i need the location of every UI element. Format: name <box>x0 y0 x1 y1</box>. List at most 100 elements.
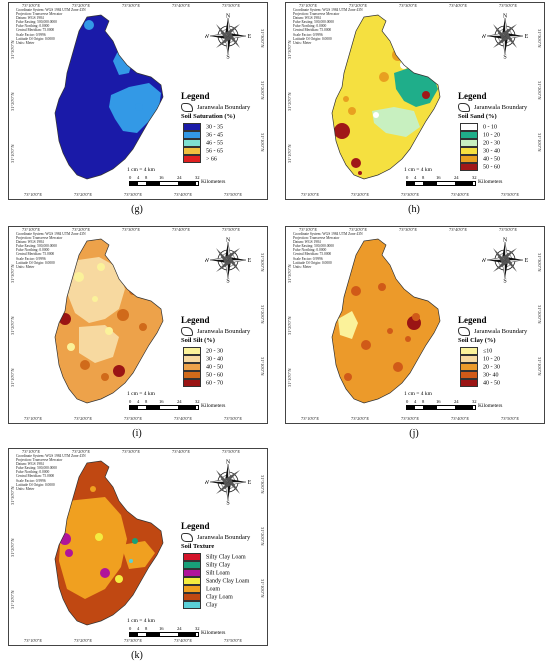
latitude-tick-label: 31°10'0"N <box>537 133 542 152</box>
scale-tick-label: 32 <box>472 175 477 180</box>
legend-item: 20 - 30 <box>460 363 500 371</box>
legend-boundary-entry: Jaranwala Boundary <box>181 533 250 542</box>
scale-tick-label: 16 <box>159 175 164 180</box>
longitude-tick-label: 73°30'0"E <box>399 226 417 232</box>
latitude-tick-label: 31°10'0"N <box>537 357 542 376</box>
projection-info-line: Latitude Of Origin: 0.0000 <box>16 260 55 265</box>
scale-tick-label: 16 <box>436 175 441 180</box>
longitude-tick-label: 73°40'0"E <box>449 2 467 8</box>
legend-item: > 66 <box>183 155 217 163</box>
projection-info-line: False Easting: 500,000.0000 <box>16 244 57 249</box>
scale-ratio: 1 cm = 4 km <box>127 618 155 624</box>
longitude-tick-label: 73°30'0"E <box>122 2 140 8</box>
projection-info-line: Projection: Transverse Mercator <box>293 12 340 17</box>
compass-n-label: N <box>503 238 508 244</box>
map-panel-h: Coordinate System: WGS 1984 UTM Zone 43N… <box>282 2 547 222</box>
projection-info-line: Latitude Of Origin: 0.0000 <box>293 260 332 265</box>
scale-tick-label: 0 <box>406 399 409 404</box>
legend-swatch <box>460 163 478 171</box>
longitude-tick-label: 73°20'0"E <box>351 192 369 197</box>
legend-item: 50 - 60 <box>183 371 223 379</box>
legend-swatch <box>183 561 201 569</box>
map-zone <box>113 365 125 377</box>
longitude-tick-label: 73°50'0"E <box>499 2 517 8</box>
legend-item-label: Clay Loam <box>206 594 233 601</box>
compass-w-label: W <box>205 480 210 486</box>
legend-boundary-label: Jaranwala Boundary <box>474 327 528 335</box>
scale-bar-segment <box>160 633 178 636</box>
legend-item-label: 40 - 50 <box>206 364 223 371</box>
legend-swatch <box>183 601 201 609</box>
boundary-icon <box>458 103 470 112</box>
compass-s-label: S <box>503 55 506 60</box>
projection-info-line: Datum: WGS 1984 <box>16 240 44 245</box>
legend-item: 30 - 35 <box>183 123 223 131</box>
legend-item: 0 - 10 <box>460 123 497 131</box>
longitude-tick-label: 73°20'0"E <box>349 226 367 232</box>
projection-info-line: Central Meridian: 75.0000 <box>16 252 55 257</box>
legend-item-label: 50 - 60 <box>206 372 223 379</box>
map-frame: Coordinate System: WGS 1984 UTM Zone 43N… <box>8 2 268 200</box>
district-map <box>286 3 456 198</box>
legend-swatch <box>183 569 201 577</box>
scale-tick-label: 32 <box>195 626 200 631</box>
projection-info: Coordinate System: WGS 1984 UTM Zone 43N… <box>16 454 86 491</box>
longitude-tick-label: 73°40'0"E <box>449 226 467 232</box>
latitude-tick-label: 31°20'0"N <box>537 81 542 100</box>
scale-bar-segment <box>415 406 423 409</box>
compass-n-label: N <box>226 238 231 244</box>
longitude-tick-label: 73°10'0"E <box>24 638 42 643</box>
map-zone <box>373 112 379 118</box>
map-zone <box>67 343 75 351</box>
longitude-tick-label: 73°20'0"E <box>74 638 92 643</box>
latitude-tick-label: 31°20'0"N <box>260 305 265 324</box>
latitude-tick-label: 31°20'0"N <box>260 527 265 546</box>
map-zone <box>65 549 73 557</box>
north-arrow-icon: N S E W <box>204 237 252 285</box>
compass-e-label: E <box>525 258 528 264</box>
latitude-tick-label: 31°30'0"N <box>537 29 542 48</box>
scale-unit: Kilometers <box>478 403 503 409</box>
legend-item: ≤10 <box>460 347 492 355</box>
projection-info-line: False Northing: 0.0000 <box>293 24 327 29</box>
legend-item-label: 40 - 50 <box>483 380 500 387</box>
projection-info-line: Central Meridian: 75.0000 <box>16 474 55 479</box>
latitude-tick-label: 31°30'0"N <box>537 253 542 272</box>
legend-variable-title: Soil Texture <box>181 543 215 550</box>
projection-info-line: Coordinate System: WGS 1984 UTM Zone 43N <box>293 8 363 12</box>
scale-tick-label: 16 <box>159 399 164 404</box>
scale-bar-segment <box>160 406 178 409</box>
legend-item-label: 10 - 20 <box>483 132 500 139</box>
map-zone <box>101 373 109 381</box>
scale-bar-segment <box>437 406 455 409</box>
longitude-tick-label: 73°10'0"E <box>299 226 317 232</box>
map-frame: Coordinate System: WGS 1984 UTM Zone 43N… <box>8 448 268 646</box>
legend-variable-title: Soil Silt (%) <box>181 337 215 344</box>
map-zone <box>109 475 117 483</box>
scale-tick-label: 24 <box>177 175 182 180</box>
legend-item: 60 - 70 <box>183 379 223 387</box>
map-zone <box>343 96 349 102</box>
projection-info-line: Central Meridian: 75.0000 <box>293 28 332 33</box>
scale-bar <box>129 181 199 186</box>
map-zone <box>344 373 352 381</box>
latitude-tick-label: 31°30'0"N <box>260 29 265 48</box>
longitude-tick-label: 73°20'0"E <box>72 448 90 454</box>
legend-swatch <box>460 131 478 139</box>
projection-info-line: Coordinate System: WGS 1984 UTM Zone 43N <box>16 232 86 236</box>
map-zone <box>393 362 403 372</box>
projection-info: Coordinate System: WGS 1984 UTM Zone 43N… <box>16 232 86 269</box>
scale-tick-label: 0 <box>129 626 132 631</box>
scale-bar-segment <box>146 182 160 185</box>
legend-swatch <box>183 553 201 561</box>
scale-tick-label: 32 <box>195 175 200 180</box>
legend-item: 40 - 50 <box>460 379 500 387</box>
legend-swatch <box>183 363 201 371</box>
compass-w-label: W <box>482 258 487 264</box>
longitude-tick-label: 73°40'0"E <box>174 416 192 421</box>
scale-bar-segment <box>130 406 138 409</box>
projection-info-line: Central Meridian: 75.0000 <box>293 252 332 257</box>
longitude-tick-label: 73°10'0"E <box>24 416 42 421</box>
legend-item-label: 30 - 40 <box>206 356 223 363</box>
scale-bar-segment <box>455 182 473 185</box>
